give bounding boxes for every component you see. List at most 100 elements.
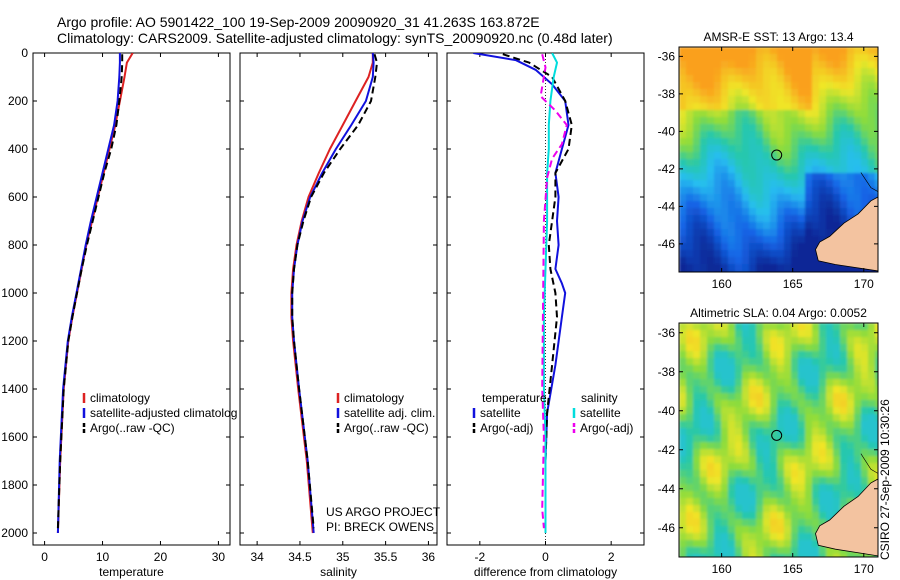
heatmap-cell [819,47,827,55]
x-tick-label: 35.5 [374,550,398,564]
heatmap-cell [847,442,855,450]
heatmap-cell [847,351,855,359]
heatmap-cell [840,435,848,443]
heatmap-cell [742,243,750,251]
heatmap-cell [721,264,729,272]
heatmap-cell [805,208,813,216]
heatmap-cell [770,533,778,541]
heatmap-cell [679,47,687,55]
heatmap-cell [686,166,694,174]
heatmap-cell [763,68,771,76]
heatmap-cell [735,264,743,272]
heatmap-cell [686,330,694,338]
heatmap-cell [700,491,708,499]
heatmap-cell [728,540,736,548]
heatmap-cell [777,337,785,345]
heatmap-cell [798,138,806,146]
heatmap-cell [798,428,806,436]
heatmap-cell [714,236,722,244]
heatmap-cell [826,428,834,436]
map-title: AMSR-E SST: 13 Argo: 13.4 [703,30,853,44]
heatmap-cell [735,68,743,76]
heatmap-cell [742,96,750,104]
heatmap-cell [826,68,834,76]
heatmap-cell [700,330,708,338]
heatmap-cell [763,505,771,513]
heatmap-cell [826,75,834,83]
heatmap-cell [686,103,694,111]
heatmap-cell [700,372,708,380]
heatmap-cell [749,484,757,492]
heatmap-cell [770,386,778,394]
heatmap-cell [847,68,855,76]
heatmap-cell [770,166,778,174]
heatmap-cell [700,554,708,557]
heatmap-cell [805,547,813,555]
heatmap-cell [833,145,841,153]
heatmap-cell [861,435,869,443]
heatmap-cell [861,449,869,457]
heatmap-cell [728,547,736,555]
heatmap-cell [749,421,757,429]
heatmap-cell [798,449,806,457]
heatmap-cell [847,477,855,485]
heatmap-cell [784,484,792,492]
heatmap-cell [756,379,764,387]
heatmap-cell [819,103,827,111]
heatmap-cell [784,428,792,436]
heatmap-cell [763,117,771,125]
heatmap-cell [686,407,694,415]
legend-label: climatology [344,391,404,405]
heatmap-cell [707,435,715,443]
heatmap-cell [693,145,701,153]
heatmap-cell [707,75,715,83]
heatmap-cell [693,519,701,527]
heatmap-cell [833,414,841,422]
heatmap-cell [763,152,771,160]
heatmap-cell [833,393,841,401]
heatmap-cell [805,414,813,422]
heatmap-cell [686,379,694,387]
heatmap-cell [854,372,862,380]
heatmap-cell [784,264,792,272]
heatmap-cell [770,110,778,118]
heatmap-cell [707,540,715,548]
heatmap-cell [728,442,736,450]
y-tick-label: -46 [658,521,676,535]
heatmap-cell [714,152,722,160]
heatmap-cell [693,512,701,520]
heatmap-cell [770,491,778,499]
heatmap-cell [819,330,827,338]
heatmap-cell [798,512,806,520]
heatmap-cell [686,435,694,443]
heatmap-cell [861,194,869,202]
heatmap-cell [791,498,799,506]
annotation-text: US ARGO PROJECT [326,505,441,519]
heatmap-cell [777,201,785,209]
heatmap-cell [854,344,862,352]
heatmap-cell [756,257,764,265]
heatmap-cell [777,82,785,90]
heatmap-cell [679,540,687,548]
heatmap-cell [819,75,827,83]
heatmap-cell [854,484,862,492]
heatmap-cell [819,89,827,97]
heatmap-cell [798,201,806,209]
heatmap-cell [763,250,771,258]
heatmap-cell [847,337,855,345]
series-line [291,53,378,529]
heatmap-cell [805,337,813,345]
heatmap-cell [763,519,771,527]
heatmap-cell [728,96,736,104]
heatmap-cell [791,47,799,55]
heatmap-cell [749,379,757,387]
heatmap-cell [714,257,722,265]
heatmap-cell [735,61,743,69]
heatmap-cell [819,386,827,394]
heatmap-cell [700,250,708,258]
heatmap-cell [756,505,764,513]
heatmap-cell [742,519,750,527]
heatmap-cell [812,435,820,443]
heatmap-cell [700,110,708,118]
heatmap-cell [826,449,834,457]
